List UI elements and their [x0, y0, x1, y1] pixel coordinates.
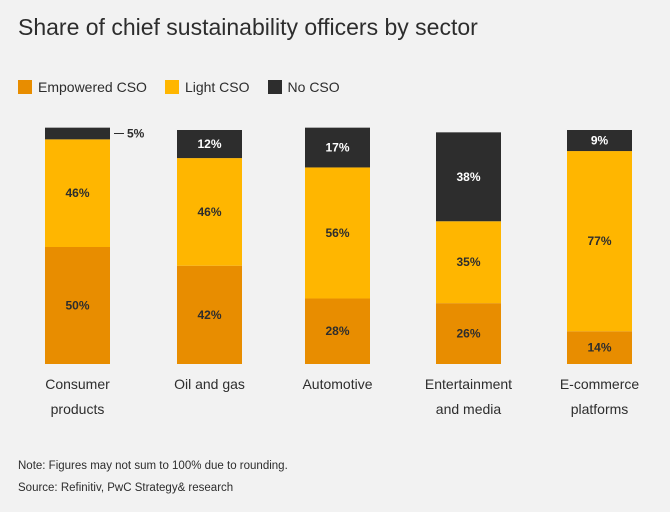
category-label: Consumer	[45, 376, 110, 392]
footnote: Note: Figures may not sum to 100% due to…	[18, 460, 288, 472]
bar-segment	[567, 331, 632, 364]
bar-segment	[436, 303, 501, 364]
bar-segment	[305, 127, 370, 168]
bar-segment	[305, 167, 370, 299]
bar-segment	[45, 247, 110, 364]
data-label: 14%	[587, 341, 611, 355]
data-label: 9%	[591, 134, 609, 148]
bar-segment	[45, 139, 110, 247]
data-label: 26%	[456, 327, 480, 341]
data-label: 5%	[127, 127, 145, 141]
data-label: 46%	[197, 205, 221, 219]
legend: Empowered CSO Light CSO No CSO	[18, 79, 340, 95]
category-label: E-commerce	[560, 376, 640, 392]
category-label: and media	[436, 401, 502, 417]
bar-segment	[305, 298, 370, 364]
category-label: Entertainment	[425, 376, 512, 392]
legend-label: Empowered CSO	[38, 79, 147, 95]
bar-segment	[177, 130, 242, 159]
data-label: 56%	[325, 226, 349, 240]
data-label: 77%	[587, 234, 611, 248]
legend-item-none: No CSO	[267, 79, 340, 95]
data-label: 42%	[197, 308, 221, 322]
legend-label: No CSO	[287, 79, 340, 95]
category-label: platforms	[571, 401, 629, 417]
legend-swatch	[267, 80, 282, 94]
data-label: 28%	[325, 324, 349, 338]
category-label: Oil and gas	[174, 376, 245, 392]
legend-item-empowered: Empowered CSO	[18, 79, 147, 95]
data-label: 12%	[197, 137, 221, 151]
bar-segment	[177, 265, 242, 364]
bar-segment	[567, 130, 632, 152]
data-label: 46%	[65, 186, 89, 200]
bar-segment	[45, 127, 110, 140]
source: Source: Refinitiv, PwC Strategy& researc…	[18, 482, 234, 494]
data-label: 38%	[456, 170, 480, 184]
bar-segment	[177, 158, 242, 266]
chart-title: Share of chief sustainability officers b…	[18, 14, 478, 40]
data-label: 50%	[65, 299, 89, 313]
legend-label: Light CSO	[184, 79, 250, 95]
legend-swatch	[18, 80, 32, 94]
bar-segment	[436, 221, 501, 304]
legend-item-light: Light CSO	[164, 79, 250, 95]
category-label: Automotive	[302, 376, 372, 392]
legend-swatch	[164, 80, 179, 94]
data-label: 35%	[456, 255, 480, 269]
category-label: products	[51, 401, 105, 417]
data-label: 17%	[325, 141, 349, 155]
bar-segment	[567, 151, 632, 332]
bar-segment	[436, 132, 501, 222]
